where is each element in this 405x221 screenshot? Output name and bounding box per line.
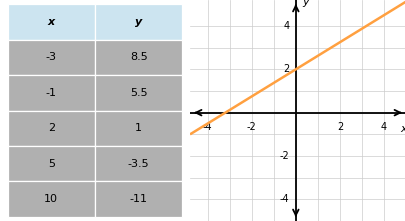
Text: y: y <box>135 17 142 27</box>
FancyBboxPatch shape <box>95 75 182 110</box>
FancyBboxPatch shape <box>8 181 95 217</box>
FancyBboxPatch shape <box>8 4 95 40</box>
FancyBboxPatch shape <box>8 75 95 110</box>
Text: 4: 4 <box>282 21 288 31</box>
Text: x: x <box>399 124 405 133</box>
Text: -3: -3 <box>46 52 57 63</box>
Text: -4: -4 <box>202 122 212 132</box>
Text: -3.5: -3.5 <box>128 158 149 169</box>
FancyBboxPatch shape <box>8 110 95 146</box>
FancyBboxPatch shape <box>8 146 95 181</box>
FancyBboxPatch shape <box>8 40 95 75</box>
FancyBboxPatch shape <box>95 181 182 217</box>
Text: -2: -2 <box>279 151 288 161</box>
FancyBboxPatch shape <box>95 146 182 181</box>
Text: -4: -4 <box>279 194 288 204</box>
Text: -1: -1 <box>46 88 57 98</box>
Text: x: x <box>48 17 55 27</box>
Text: 1: 1 <box>135 123 142 133</box>
Text: 2: 2 <box>336 122 342 132</box>
Text: 2: 2 <box>48 123 55 133</box>
FancyBboxPatch shape <box>95 4 182 40</box>
Text: 8.5: 8.5 <box>130 52 147 63</box>
Text: -2: -2 <box>246 122 256 132</box>
FancyBboxPatch shape <box>95 40 182 75</box>
Text: 10: 10 <box>44 194 58 204</box>
Text: 5: 5 <box>48 158 55 169</box>
Text: 5.5: 5.5 <box>130 88 147 98</box>
Text: 2: 2 <box>282 64 288 74</box>
Text: -11: -11 <box>130 194 147 204</box>
Text: y: y <box>302 0 308 7</box>
FancyBboxPatch shape <box>95 110 182 146</box>
Text: 4: 4 <box>380 122 386 132</box>
